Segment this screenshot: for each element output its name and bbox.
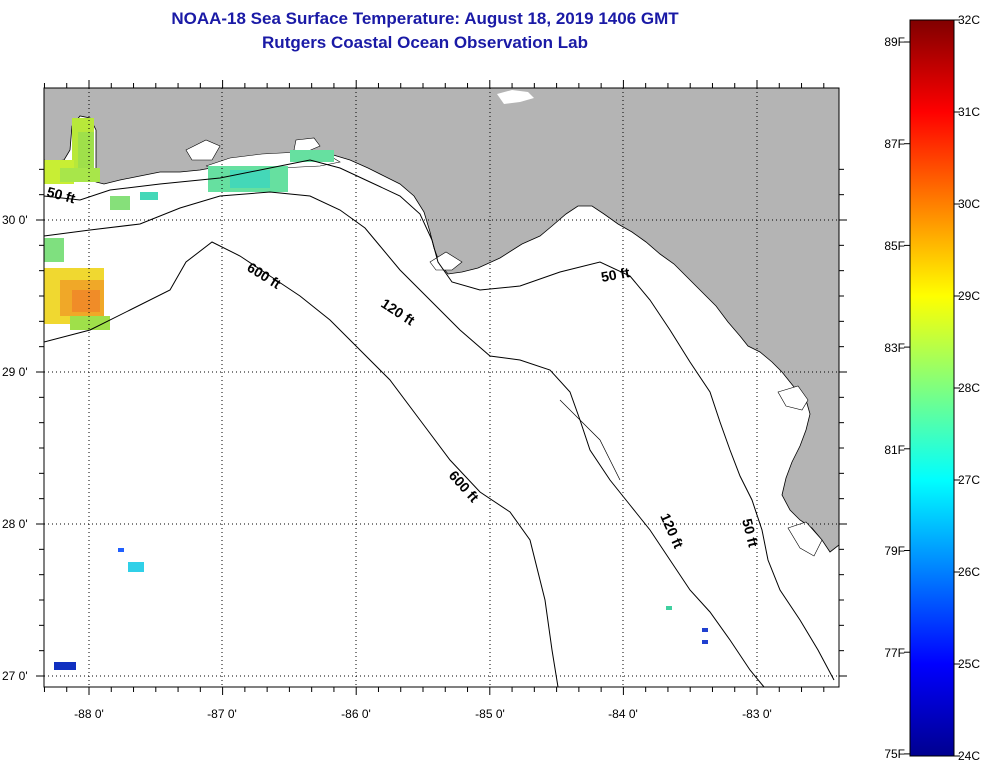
celsius-label: 26C <box>958 565 980 579</box>
contour-detail <box>559 399 621 481</box>
celsius-label: 24C <box>958 749 980 763</box>
celsius-label: 28C <box>958 381 980 395</box>
lat-label: 29 0' <box>2 365 28 379</box>
map-frame <box>43 87 840 688</box>
lon-label: -87 0' <box>207 707 237 721</box>
fahrenheit-label: 85F <box>884 239 905 253</box>
fahrenheit-label: 75F <box>884 747 905 761</box>
lon-label: -88 0' <box>74 707 104 721</box>
celsius-label: 32C <box>958 13 980 27</box>
celsius-label: 31C <box>958 105 980 119</box>
colorbar-fahrenheit: 89F 87F 85F 83F 81F 79F 77F 75F <box>884 35 905 761</box>
celsius-label: 25C <box>958 657 980 671</box>
colorbar <box>909 19 955 757</box>
lat-label: 27 0' <box>2 669 28 683</box>
lon-label: -84 0' <box>608 707 638 721</box>
fahrenheit-label: 81F <box>884 443 905 457</box>
contour-label: 50 ft <box>45 183 77 206</box>
contour-label: 50 ft <box>739 517 762 549</box>
celsius-label: 29C <box>958 289 980 303</box>
longitude-axis: -88 0' -87 0' -86 0' -85 0' -84 0' -83 0… <box>74 707 772 721</box>
sst-data <box>44 118 708 670</box>
lon-label: -85 0' <box>475 707 505 721</box>
fahrenheit-label: 77F <box>884 646 905 660</box>
chart-subtitle: Rutgers Coastal Ocean Observation Lab <box>262 33 588 52</box>
depth-contours <box>44 159 835 687</box>
latitude-axis: 30 0' 29 0' 28 0' 27 0' <box>2 213 28 683</box>
contour-label: 50 ft <box>600 264 631 285</box>
colorbar-celsius: 32C 31C 30C 29C 28C 27C 26C 25C 24C <box>958 13 980 763</box>
lon-label: -86 0' <box>341 707 371 721</box>
contour-600ft <box>44 241 559 687</box>
celsius-label: 30C <box>958 197 980 211</box>
graticule <box>44 88 839 687</box>
fahrenheit-label: 87F <box>884 137 905 151</box>
celsius-label: 27C <box>958 473 980 487</box>
chart-title: NOAA-18 Sea Surface Temperature: August … <box>171 9 679 28</box>
axis-ticks <box>36 80 847 695</box>
fahrenheit-label: 79F <box>884 544 905 558</box>
lat-label: 30 0' <box>2 213 28 227</box>
fahrenheit-label: 83F <box>884 341 905 355</box>
lat-label: 28 0' <box>2 517 28 531</box>
contour-50ft <box>44 159 835 681</box>
lon-label: -83 0' <box>742 707 772 721</box>
colorbar-ticks <box>904 19 960 757</box>
land-mass <box>44 88 839 553</box>
fahrenheit-label: 89F <box>884 35 905 49</box>
